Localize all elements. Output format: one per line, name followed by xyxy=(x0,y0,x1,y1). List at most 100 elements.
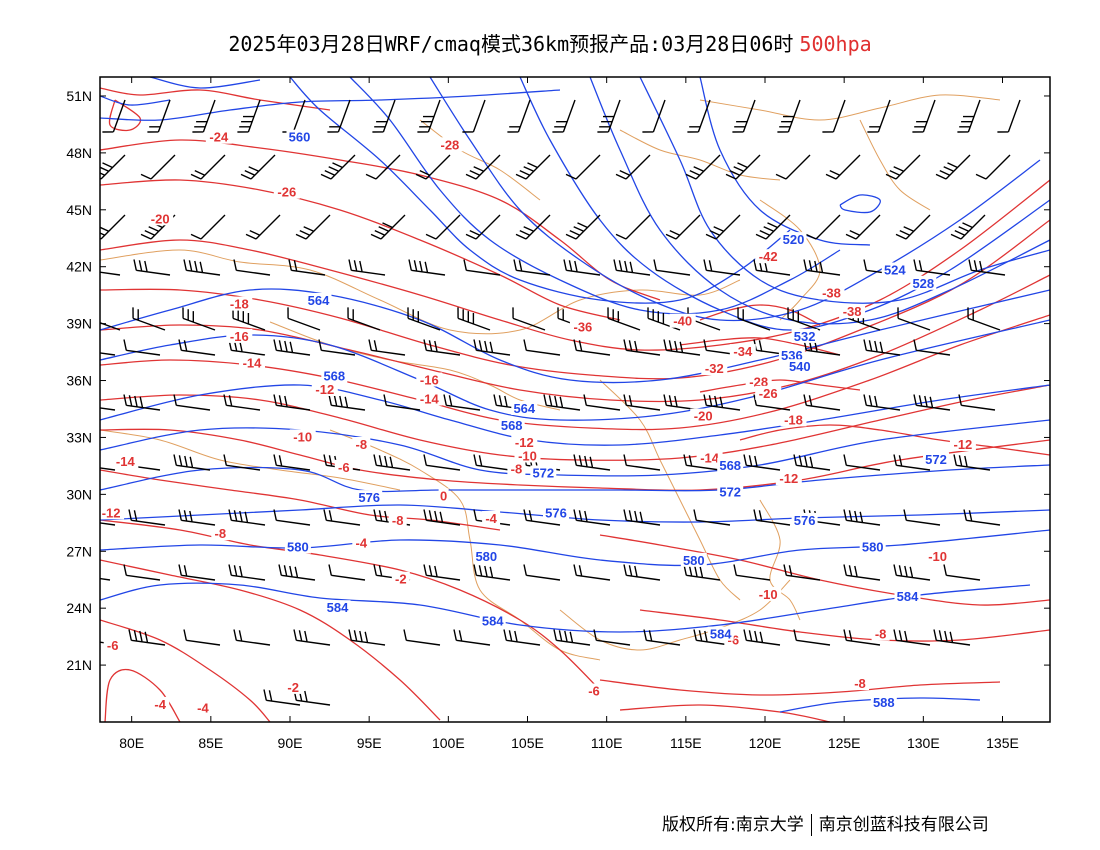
boundary-line xyxy=(100,429,401,491)
height-label-bg xyxy=(479,613,506,628)
temperature-label-bg xyxy=(147,211,174,226)
wind-barb xyxy=(803,394,841,411)
title-level: 500hpa xyxy=(799,32,872,56)
wind-barb xyxy=(365,154,401,180)
height-label: 568 xyxy=(719,458,741,473)
wind-barb xyxy=(408,259,446,276)
lon-tick-label: 110E xyxy=(591,735,623,751)
wind-barb xyxy=(237,99,261,133)
temperature-label-bg xyxy=(839,304,866,319)
height-label-bg xyxy=(791,512,818,527)
wind-barb xyxy=(623,394,661,411)
axis-tick-labels: 80E 85E 90E 95E 100E 105E 110E 115E 120E 125E 130E… xyxy=(66,88,1019,751)
lat-tick-label: 33N xyxy=(66,429,92,445)
wind-barb xyxy=(967,307,1001,331)
wind-barb xyxy=(473,564,511,581)
temperature-label: -38 xyxy=(822,285,841,300)
wind-barb xyxy=(173,454,211,471)
wind-barb xyxy=(425,214,461,240)
wind-barb xyxy=(457,307,491,331)
wind-barb xyxy=(867,99,891,133)
height-contour-line xyxy=(100,529,1050,567)
height-label-bg xyxy=(305,292,332,307)
height-label-bg xyxy=(284,539,311,554)
temperature-label-bg xyxy=(696,450,723,465)
wind-barb xyxy=(563,259,601,276)
wind-barb xyxy=(777,99,801,133)
wind-barb xyxy=(140,154,176,180)
contour-labels: -24-28-26-20-18-16-14-12-16-14-10-8-60-1… xyxy=(100,129,976,716)
temperature-label: -16 xyxy=(420,373,439,388)
wind-barb xyxy=(845,214,881,240)
lat-tick-label: 27N xyxy=(66,543,92,559)
wind-barb xyxy=(473,339,511,356)
wind-barb xyxy=(912,99,936,133)
boundary-line xyxy=(329,429,601,661)
wind-barb xyxy=(913,259,951,276)
wind-barb xyxy=(100,321,121,331)
wind-barb xyxy=(133,259,171,276)
lat-tick-label: 42N xyxy=(66,259,92,275)
wind-barb xyxy=(123,564,161,581)
wind-barb xyxy=(573,564,611,581)
wind-barb xyxy=(822,99,846,133)
wind-barb xyxy=(957,99,981,133)
wind-barb xyxy=(423,339,461,356)
wind-barb xyxy=(273,509,311,526)
temperature-label: -14 xyxy=(243,356,263,371)
temperature-label-bg xyxy=(226,296,253,311)
wind-barb xyxy=(642,99,666,133)
wind-barb xyxy=(653,259,691,276)
lon-tick-label: 80E xyxy=(119,735,144,751)
height-label: 580 xyxy=(475,549,497,564)
wind-barb xyxy=(328,394,366,411)
wind-barb xyxy=(805,214,841,240)
wind-barb xyxy=(523,509,561,526)
temperature-label-bg xyxy=(755,586,782,601)
temperature-label-bg xyxy=(205,129,232,144)
height-label-bg xyxy=(707,626,734,641)
wind-barb xyxy=(953,454,991,471)
height-contour-line xyxy=(429,77,1041,322)
height-label-bg xyxy=(870,695,897,709)
temperature-label-bg xyxy=(701,361,728,376)
temperature-contour-line xyxy=(100,519,601,691)
temperature-label-bg xyxy=(755,249,782,264)
boundary-line xyxy=(559,579,791,651)
temperature-label: -8 xyxy=(511,462,523,477)
lat-tick-label: 51N xyxy=(66,88,92,104)
height-label-bg xyxy=(881,262,908,277)
wind-barb xyxy=(663,339,701,356)
wind-barb xyxy=(318,339,356,356)
copyright-right: 南京创蓝科技有限公司 xyxy=(818,815,989,835)
temperature-label: -4 xyxy=(356,536,368,551)
wind-barb xyxy=(843,564,881,581)
wind-barb xyxy=(263,689,301,706)
wind-barbs xyxy=(100,99,1021,706)
wind-barb xyxy=(737,307,771,331)
wind-barb xyxy=(783,564,821,581)
boundary-line xyxy=(419,119,541,201)
temperature-label-bg xyxy=(949,437,976,451)
temperature-label: -6 xyxy=(338,460,350,475)
temperature-label-bg xyxy=(193,700,212,715)
wind-barb xyxy=(123,339,161,356)
wind-barb xyxy=(733,564,771,581)
wind-barb xyxy=(753,394,791,411)
wind-barb xyxy=(687,99,711,133)
wind-barb xyxy=(147,99,171,133)
wind-barb xyxy=(287,307,321,331)
wind-barb xyxy=(233,629,271,646)
temperature-label: -2 xyxy=(395,572,407,587)
temperature-label: -6 xyxy=(107,638,119,653)
temperature-label-bg xyxy=(669,313,696,328)
wind-barb xyxy=(373,454,411,471)
temperature-label-bg xyxy=(289,429,316,444)
height-label-bg xyxy=(780,232,807,247)
temperature-label-bg xyxy=(416,372,443,387)
temperature-label: -14 xyxy=(116,454,136,469)
wind-barb xyxy=(183,259,221,276)
lon-tick-label: 115E xyxy=(670,735,702,751)
temperature-label: -8 xyxy=(356,437,368,452)
wind-barb xyxy=(623,454,661,471)
